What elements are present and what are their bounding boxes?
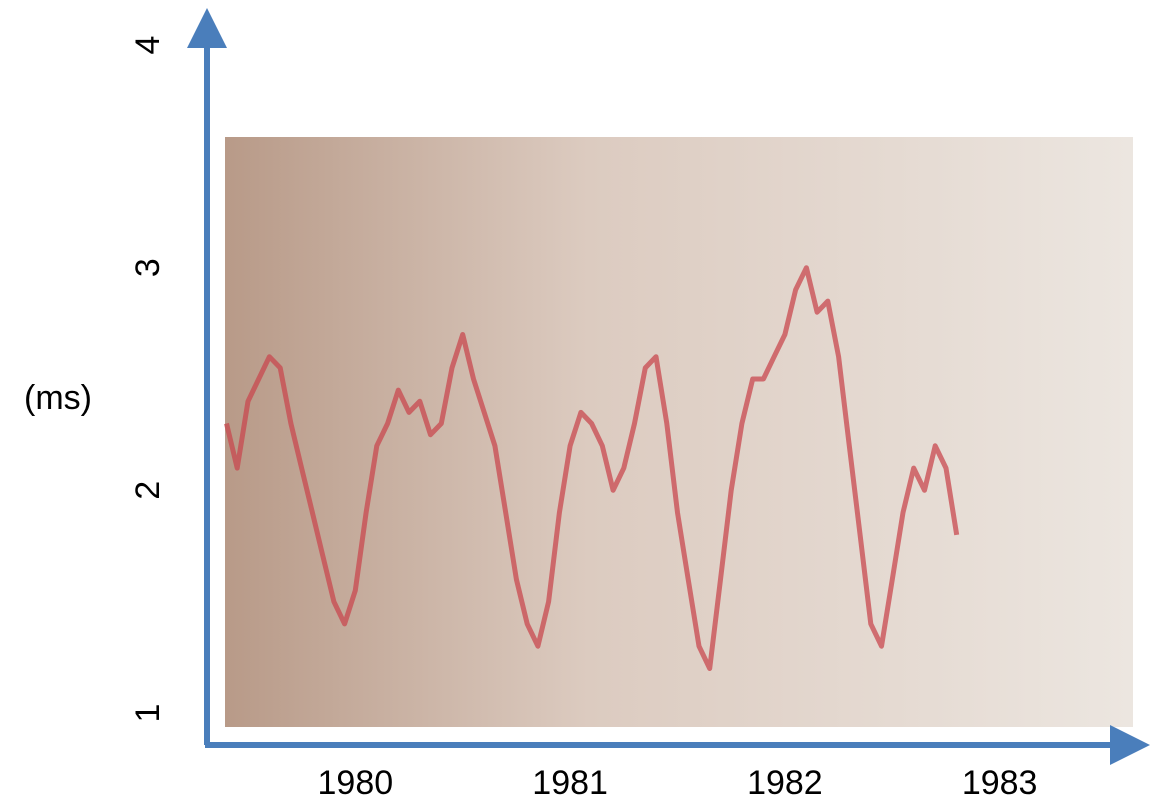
x-tick-label: 1981 [532, 764, 608, 802]
y-axis-label: (ms) [24, 379, 92, 417]
y-axis-arrow [187, 8, 227, 48]
y-tick-label: 4 [129, 36, 167, 55]
y-tick-label: 2 [129, 481, 167, 500]
x-tick-label: 1980 [318, 764, 394, 802]
y-tick-label: 3 [129, 258, 167, 277]
chart: (ms) 1 2 3 4 1980 1981 1982 1983 [0, 0, 1152, 810]
x-axis-arrow [1110, 725, 1150, 765]
x-tick-label: 1983 [962, 764, 1038, 802]
photo-background [225, 137, 1133, 727]
x-tick-label: 1982 [747, 764, 823, 802]
y-tick-label: 1 [129, 704, 167, 723]
